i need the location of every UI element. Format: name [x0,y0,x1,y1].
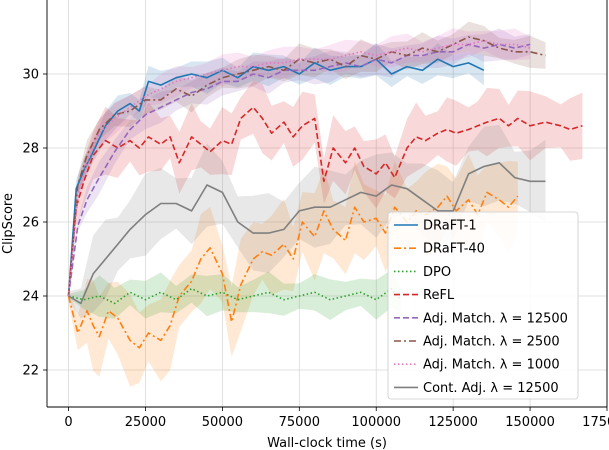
y-tick-label: 30 [22,68,39,83]
series-line [67,106,583,297]
x-axis-label: Wall-clock time (s) [267,436,387,450]
legend: DRaFT-1 DRaFT-40 DPO ReFL Adj. Match. λ = 12… [387,211,579,400]
series-lines [67,36,583,349]
x-tick-label: 150000 [505,415,555,430]
x-tick-label: 25000 [125,415,166,430]
confidence-band [68,125,546,319]
x-tick-label: 125000 [428,415,478,430]
confidence-band [68,43,484,298]
axes [43,0,608,411]
confidence-band [68,80,583,301]
series-line [67,43,531,297]
x-tick-label: 75000 [279,415,320,430]
legend-box [387,211,579,400]
series-line [67,191,519,349]
x-tick-label: 50000 [202,415,243,430]
legend-label: Adj. Match. λ = 12500 [423,311,568,326]
confidence-band [68,269,401,320]
tick-labels: 0 25000 50000 75000 100000 125000 150000 175000… [22,68,609,431]
series-line [67,39,531,297]
series-line [68,162,546,305]
y-tick-label: 28 [22,142,39,157]
series-line [67,58,485,297]
x-tick-label: 175000 [582,415,609,430]
series-line [68,287,402,305]
legend-label: DPO [423,265,451,280]
legend-label: ReFL [423,288,455,303]
y-tick-label: 26 [22,216,39,231]
x-tick-label: 0 [64,415,72,430]
x-tick-label: 100000 [351,415,401,430]
legend-label: Cont. Adj. λ = 12500 [423,381,559,396]
y-tick-label: 22 [22,364,39,379]
y-axis-label: ClipScore [1,193,16,254]
legend-label: Adj. Match. λ = 2500 [423,335,560,350]
series-line [67,36,546,297]
legend-label: DRaFT-40 [423,242,485,257]
y-tick-label: 24 [22,290,39,305]
confidence-band [68,21,546,298]
legend-label: Adj. Match. λ = 1000 [423,358,560,373]
legend-label: DRaFT-1 [423,219,477,234]
